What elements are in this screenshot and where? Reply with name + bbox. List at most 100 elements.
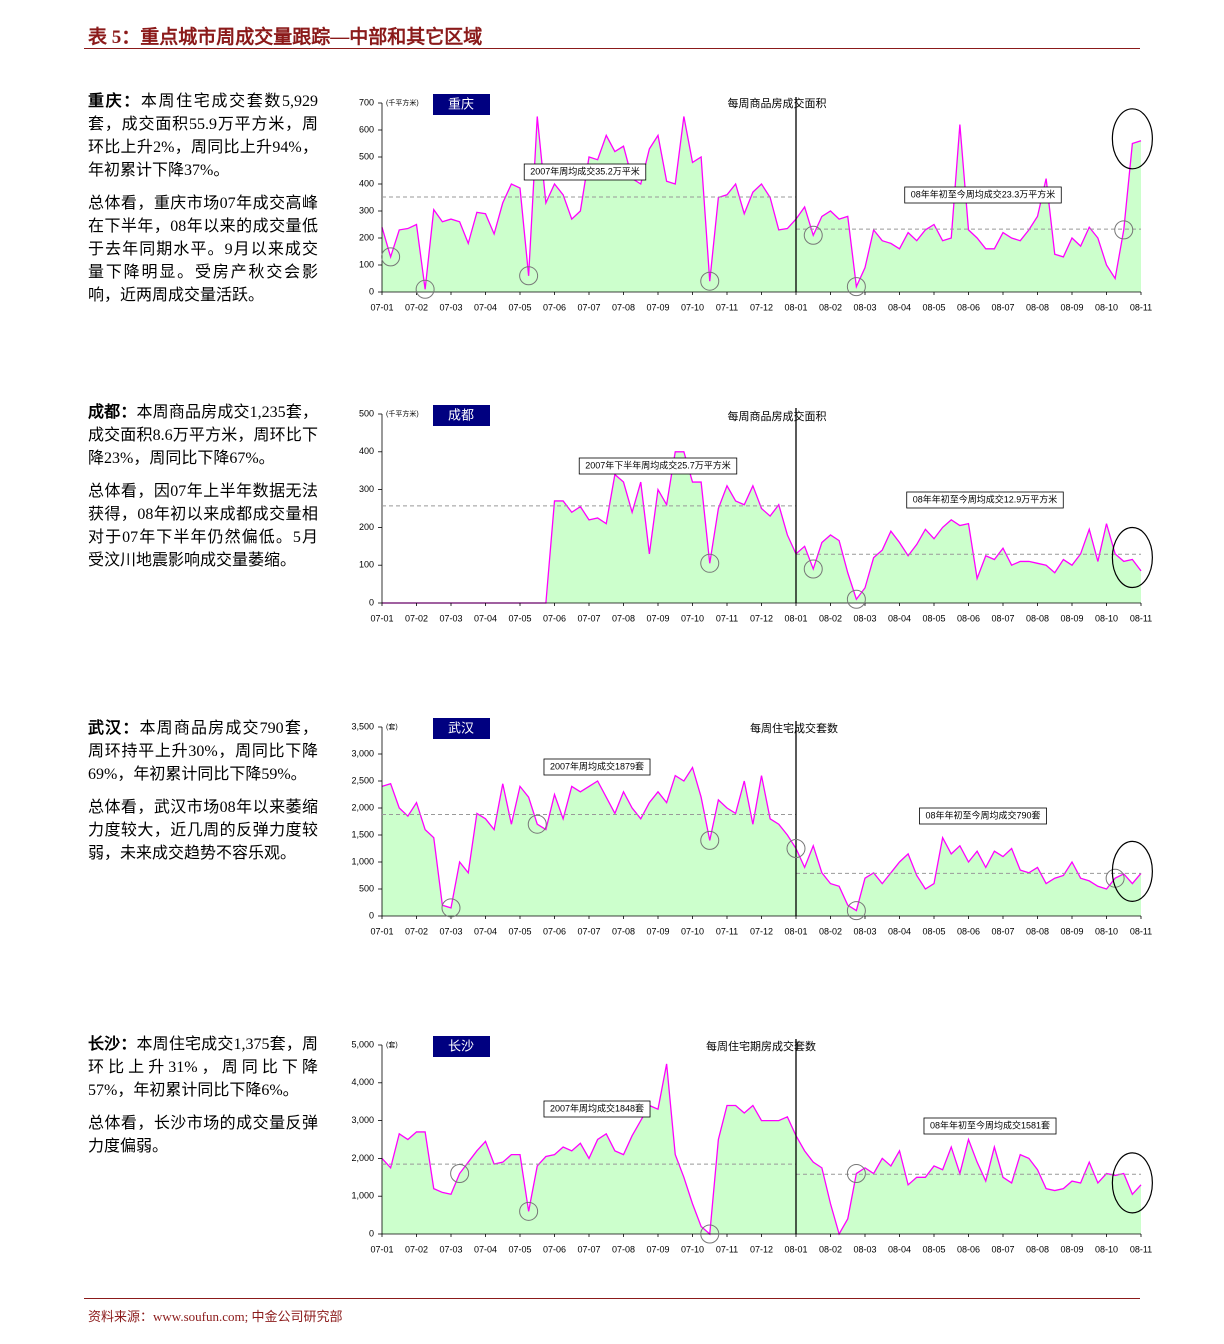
x-tick-label: 08-11 <box>1130 926 1152 936</box>
unit: (套) <box>386 722 398 731</box>
x-tick-label: 08-03 <box>853 302 876 312</box>
paragraph: 总体看，武汉市场08年以来萎缩力度较大，近几周的反弹力度较弱，未来成交趋势不容乐… <box>88 799 318 862</box>
y-tick-label: 0 <box>369 286 374 296</box>
highlight <box>803 559 823 579</box>
x-tick-label: 07-08 <box>612 926 635 936</box>
x-tick-label: 07-12 <box>750 302 773 312</box>
x-tick-label: 08-04 <box>888 302 911 312</box>
x-tick-label: 08-04 <box>888 926 911 936</box>
x-tick-label: 07-10 <box>681 302 704 312</box>
x-tick-label: 07-02 <box>405 613 428 623</box>
annotation-box <box>523 163 647 181</box>
x-tick-label: 07-01 <box>370 613 393 623</box>
chart-title: 每周商品房成交面积 <box>728 409 827 423</box>
area <box>382 1063 1141 1234</box>
x-tick-label: 07-06 <box>543 302 566 312</box>
annotation: 08年年初至今周均成交12.9万平方米 <box>913 493 1058 504</box>
chart-title: 每周住宅期房成交套数 <box>706 1039 816 1053</box>
highlight-latest <box>1111 108 1153 170</box>
paragraph: 总体看，长沙市场的成交量反弹力度偏弱。 <box>88 1115 318 1155</box>
x-tick-label: 08-04 <box>888 613 911 623</box>
x-tick-label: 07-04 <box>474 1244 497 1254</box>
y-tick-label: 100 <box>359 259 374 269</box>
y-tick-label: 0 <box>369 1228 374 1238</box>
y-tick-label: 100 <box>359 560 374 570</box>
chart: 0 500 1,000 1,500 2,000 2,500 3,000 3,500 07-01 0… <box>351 718 1153 936</box>
highlight <box>700 830 720 850</box>
highlight-latest <box>1111 526 1153 589</box>
x-tick-label: 08-01 <box>784 302 807 312</box>
x-tick-label: 08-11 <box>1130 302 1152 312</box>
x-tick-label: 08-06 <box>957 926 980 936</box>
x-tick-label: 07-04 <box>474 613 497 623</box>
highlight <box>1114 220 1134 240</box>
x-tick-label: 07-10 <box>681 1244 704 1254</box>
x-tick-label: 08-10 <box>1095 613 1118 623</box>
area <box>382 116 1141 292</box>
x-tick-label: 08-09 <box>1060 1244 1083 1254</box>
annotation-box <box>578 457 738 475</box>
x-tick-label: 07-09 <box>646 1244 669 1254</box>
badge-box <box>433 405 490 426</box>
highlight <box>846 901 866 921</box>
x-tick-label: 07-08 <box>612 1244 635 1254</box>
text: 本周住宅成交1,375套，周环比上升31%，周同比下降57%，年初累计同比下降6… <box>88 1036 318 1099</box>
highlight <box>450 1164 470 1184</box>
y-tick-label: 0 <box>369 597 374 607</box>
annotation: 08年年初至今周均成交23.3万平方米 <box>911 188 1056 199</box>
header-rule <box>84 48 1140 49</box>
y-tick-label: 4,000 <box>351 1077 374 1087</box>
annotation: 2007年下半年周均成交25.7万平方米 <box>585 459 731 470</box>
annotation: 2007年周均成交1879套 <box>550 760 644 771</box>
city-notes: 重庆：本周住宅成交套数5,929套，成交面积55.9万平方米，周环比上升2%，周… <box>88 90 318 317</box>
x-tick-label: 08-05 <box>922 302 945 312</box>
y-tick-label: 300 <box>359 205 374 215</box>
badge-box <box>433 1036 490 1057</box>
x-tick-label: 07-05 <box>508 1244 531 1254</box>
x-tick-label: 07-04 <box>474 302 497 312</box>
x-tick-label: 08-11 <box>1130 1244 1152 1254</box>
x-tick-label: 08-07 <box>991 1244 1014 1254</box>
x-tick-label: 07-01 <box>370 926 393 936</box>
x-tick-label: 07-06 <box>543 1244 566 1254</box>
text: 本周商品房成交790套，周环持平上升30%，周同比下降69%，年初累计同比下降5… <box>88 720 318 783</box>
annotation: 2007年周均成交1848套 <box>550 1102 644 1113</box>
x-tick-label: 08-06 <box>957 302 980 312</box>
x-tick-label: 07-08 <box>612 613 635 623</box>
source-note: 资料来源：www.soufun.com; 中金公司研究部 <box>88 1309 343 1324</box>
city-lead: 成都： <box>88 404 137 421</box>
x-tick-label: 07-07 <box>577 1244 600 1254</box>
badge: 重庆 <box>448 96 474 111</box>
badge-box <box>433 718 490 739</box>
highlight <box>441 898 461 918</box>
y-tick-label: 5,000 <box>351 1039 374 1049</box>
x-tick-label: 07-05 <box>508 926 531 936</box>
line <box>381 1063 1142 1236</box>
x-tick-label: 07-03 <box>439 926 462 936</box>
x-tick-label: 07-12 <box>750 1244 773 1254</box>
x-tick-label: 08-10 <box>1095 1244 1118 1254</box>
footer-rule <box>84 1298 1140 1299</box>
chart: 0 1,000 2,000 3,000 4,000 5,000 07-01 07-02 07-0… <box>351 1036 1153 1254</box>
highlight <box>527 814 547 834</box>
x-tick-label: 08-05 <box>922 926 945 936</box>
y-tick-label: 400 <box>359 178 374 188</box>
area <box>382 767 1141 916</box>
x-tick-label: 07-11 <box>716 613 738 623</box>
x-tick-label: 08-09 <box>1060 613 1083 623</box>
x-tick-label: 08-05 <box>922 1244 945 1254</box>
x-tick-label: 08-02 <box>819 926 842 936</box>
city-lead: 重庆： <box>88 93 141 110</box>
x-tick-label: 08-07 <box>991 302 1014 312</box>
y-tick-label: 200 <box>359 232 374 242</box>
x-tick-label: 08-02 <box>819 1244 842 1254</box>
x-tick-label: 07-03 <box>439 302 462 312</box>
x-tick-label: 07-11 <box>716 302 738 312</box>
highlight <box>846 1164 866 1184</box>
page-title: 表 5：重点城市周成交量跟踪—中部和其它区域 <box>88 27 483 48</box>
annotation: 08年年初至今周均成交790套 <box>925 809 1040 820</box>
y-tick-label: 3,000 <box>351 1115 374 1125</box>
badge: 长沙 <box>448 1038 474 1053</box>
annotation-box <box>906 491 1064 509</box>
